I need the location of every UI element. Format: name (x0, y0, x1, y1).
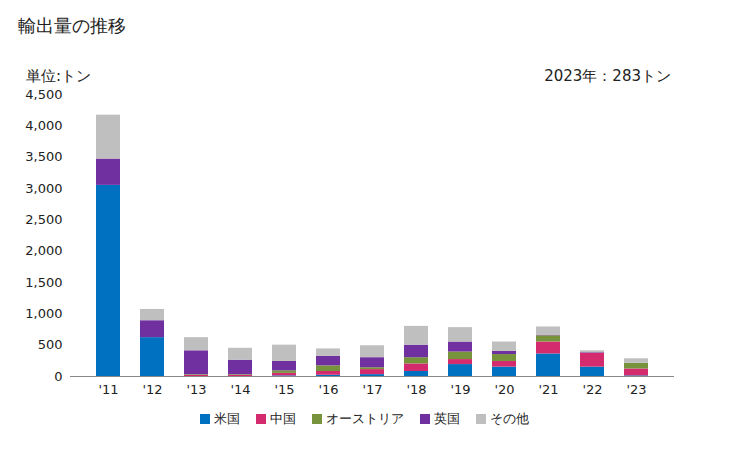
html-text:2023年：283トン: 2023年：283トン (544, 67, 671, 85)
svg-text:4,000: 4,000 (25, 118, 62, 133)
svg-text:'22: '22 (582, 382, 602, 397)
svg-text:4,500: 4,500 (25, 87, 62, 102)
svg-text:'19: '19 (450, 382, 470, 397)
svg-text:'17: '17 (362, 382, 382, 397)
html-text:輸出量の推移: 輸出量の推移 (18, 15, 126, 36)
svg-text:'12: '12 (142, 382, 162, 397)
html-text:英国: 英国 (434, 411, 460, 426)
html-text:その他: その他 (490, 411, 529, 426)
html-text:単位:トン: 単位:トン (26, 67, 92, 85)
svg-text:1,000: 1,000 (25, 306, 62, 321)
svg-text:'18: '18 (406, 382, 426, 397)
html-text:オーストリア: オーストリア (326, 411, 404, 426)
svg-text:500: 500 (38, 337, 63, 352)
svg-text:'11: '11 (98, 382, 118, 397)
svg-text:'21: '21 (538, 382, 558, 397)
svg-text:3,000: 3,000 (25, 181, 62, 196)
svg-text:1,500: 1,500 (25, 275, 62, 290)
svg-text:2,000: 2,000 (25, 243, 62, 258)
svg-text:0: 0 (54, 369, 62, 384)
svg-text:2,500: 2,500 (25, 212, 62, 227)
html-text:中国: 中国 (270, 411, 296, 426)
svg-text:'13: '13 (186, 382, 206, 397)
svg-text:'15: '15 (274, 382, 294, 397)
html-text:米国: 米国 (214, 411, 240, 426)
svg-text:'23: '23 (626, 382, 646, 397)
svg-text:3,500: 3,500 (25, 149, 62, 164)
svg-text:'14: '14 (230, 382, 250, 397)
svg-text:'20: '20 (494, 382, 514, 397)
svg-text:'16: '16 (318, 382, 338, 397)
